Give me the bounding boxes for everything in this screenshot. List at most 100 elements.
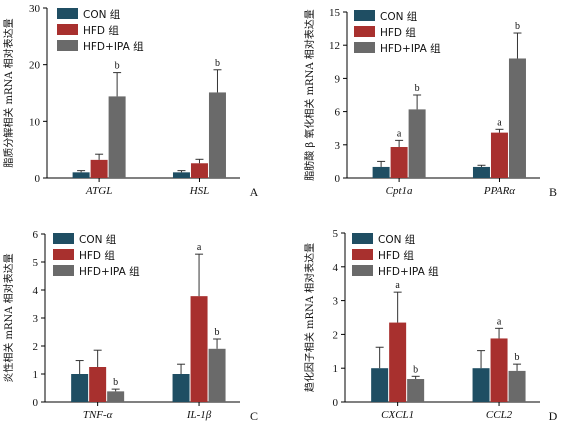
- legend-label: HFD+IPA 组: [378, 265, 439, 278]
- y-tick-label: 12: [329, 40, 340, 52]
- bar: [508, 58, 526, 179]
- bar: [107, 391, 125, 402]
- y-tick-label: 5: [33, 257, 39, 269]
- legend-swatch: [53, 233, 74, 244]
- panel-letter: C: [250, 409, 258, 423]
- y-tick-label: 6: [335, 107, 341, 119]
- bar: [472, 368, 490, 402]
- y-tick-label: 4: [333, 262, 339, 274]
- x-tick-label: CCL2: [486, 409, 513, 421]
- legend-label: CON 组: [83, 8, 121, 21]
- bar: [89, 367, 107, 402]
- significance-label: a: [197, 242, 202, 253]
- y-tick-label: 6: [33, 229, 39, 241]
- bar: [190, 296, 208, 402]
- panel-letter: B: [549, 185, 557, 199]
- bar: [490, 338, 508, 402]
- y-axis-label: 脂肪酸 β 氧化相关 mRNA 相对表达量: [303, 9, 316, 180]
- legend-label: HFD 组: [79, 249, 115, 262]
- bar: [71, 374, 89, 402]
- bar: [408, 109, 426, 178]
- bar: [90, 159, 108, 178]
- significance-label: b: [115, 61, 120, 72]
- bar: [72, 172, 90, 178]
- significance-label: a: [497, 316, 502, 327]
- bar: [208, 348, 226, 402]
- y-tick-label: 2: [333, 329, 339, 341]
- legend-swatch: [53, 249, 74, 260]
- legend-swatch: [53, 265, 74, 276]
- panel-letter: D: [549, 409, 558, 423]
- significance-label: b: [413, 364, 418, 375]
- y-tick-label: 3: [333, 296, 339, 308]
- significance-label: b: [113, 377, 118, 388]
- y-tick-label: 9: [335, 73, 341, 85]
- y-tick-label: 5: [333, 228, 339, 240]
- x-tick-label: TNF-α: [83, 409, 113, 421]
- legend-swatch: [354, 10, 375, 21]
- legend-label: HFD+IPA 组: [83, 40, 144, 53]
- bar: [108, 96, 126, 178]
- legend-swatch: [57, 8, 78, 19]
- y-tick-label: 4: [33, 285, 39, 297]
- y-axis-label: 脂质分解相关 mRNA 相对表达量: [2, 18, 15, 167]
- y-tick-label: 1: [333, 363, 339, 375]
- bar: [208, 92, 226, 178]
- legend-swatch: [352, 249, 373, 260]
- significance-label: b: [515, 352, 520, 363]
- legend-label: CON 组: [378, 233, 416, 246]
- panel-d: 0 1 2 3 4 5 趋化因子相关 mRNA 相对表达量 CXCL1 a b CCL2 a b CON …: [303, 228, 558, 423]
- y-tick-label: 1: [33, 369, 39, 381]
- y-tick-label: 15: [329, 7, 341, 19]
- y-tick-label: 3: [335, 140, 341, 152]
- y-tick-label: 20: [29, 60, 41, 72]
- x-tick-label: HSL: [189, 185, 210, 197]
- bar: [190, 163, 208, 178]
- bar: [390, 147, 408, 178]
- bar: [371, 368, 389, 402]
- legend-swatch: [352, 265, 373, 276]
- significance-label: b: [415, 83, 420, 94]
- y-tick-label: 0: [35, 173, 41, 185]
- legend-label: HFD 组: [83, 24, 119, 37]
- panel-letter: A: [250, 185, 259, 199]
- legend-label: HFD 组: [380, 26, 416, 39]
- y-axis-label: 炎性相关 mRNA 相对表达量: [2, 253, 15, 382]
- bar: [389, 322, 407, 402]
- bar: [172, 172, 190, 178]
- bar: [407, 379, 425, 402]
- significance-label: b: [515, 21, 520, 32]
- y-tick-label: 2: [33, 341, 39, 353]
- x-tick-label: PPARα: [483, 185, 515, 197]
- bar: [490, 132, 508, 178]
- legend-label: CON 组: [79, 233, 117, 246]
- x-tick-label: ATGL: [85, 185, 113, 197]
- y-tick-label: 10: [29, 116, 41, 128]
- x-tick-label: Cpt1a: [386, 185, 413, 197]
- legend-swatch: [352, 233, 373, 244]
- significance-label: b: [215, 327, 220, 338]
- significance-label: a: [497, 117, 502, 128]
- significance-label: b: [215, 58, 220, 69]
- x-tick-label: IL-1β: [186, 409, 212, 421]
- y-tick-label: 0: [33, 397, 39, 409]
- legend-swatch: [57, 40, 78, 51]
- legend-swatch: [354, 26, 375, 37]
- bar: [372, 166, 390, 178]
- legend-swatch: [354, 42, 375, 53]
- bar: [508, 370, 526, 402]
- panel-a: 0 10 20 30 脂质分解相关 mRNA 相对表达量 ATGL b HSL b CON 组 HF…: [2, 3, 259, 199]
- y-axis-label: 趋化因子相关 mRNA 相对表达量: [303, 243, 316, 392]
- y-tick-label: 0: [335, 173, 341, 185]
- y-tick-label: 30: [29, 3, 41, 15]
- legend-label: HFD+IPA 组: [380, 42, 441, 55]
- legend-label: HFD 组: [378, 249, 414, 262]
- significance-label: a: [397, 128, 402, 139]
- x-tick-label: CXCL1: [381, 409, 414, 421]
- panel-b: 0 3 6 9 12 15 脂肪酸 β 氧化相关 mRNA 相对表达量 Cpt1a a b PPAR…: [303, 7, 557, 199]
- panel-c: 0 1 2 3 4 5 6 炎性相关 mRNA 相对表达量 TNF-α b IL-1β a b CON 组…: [2, 229, 258, 423]
- legend-label: CON 组: [380, 10, 418, 23]
- y-tick-label: 0: [333, 397, 339, 409]
- legend-swatch: [57, 24, 78, 35]
